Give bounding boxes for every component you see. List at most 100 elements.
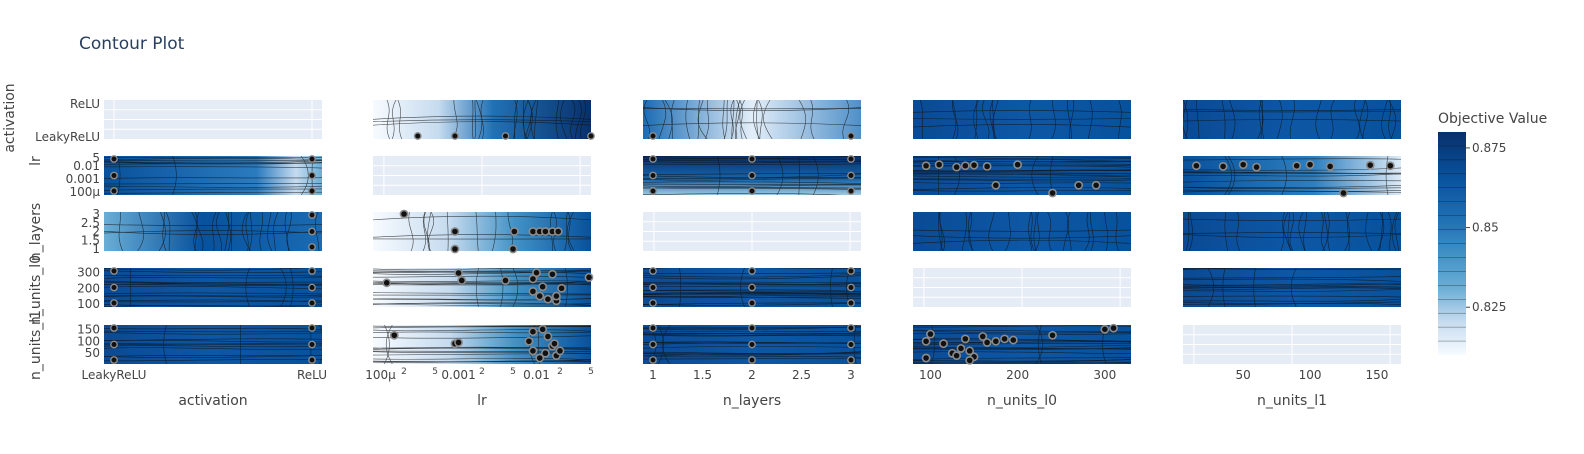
- trial-point[interactable]: [649, 155, 657, 163]
- trial-point[interactable]: [532, 268, 541, 278]
- trial-point[interactable]: [457, 276, 467, 285]
- trial-point[interactable]: [748, 171, 756, 180]
- trial-point[interactable]: [584, 272, 594, 282]
- subplot-activation-vs-n_units_l0[interactable]: [913, 100, 1131, 139]
- trial-point[interactable]: [991, 336, 1001, 346]
- trial-point[interactable]: [748, 356, 756, 364]
- trial-point[interactable]: [649, 171, 657, 180]
- trial-point[interactable]: [847, 283, 855, 292]
- trial-point[interactable]: [451, 132, 459, 140]
- trial-point[interactable]: [308, 243, 316, 251]
- trial-point[interactable]: [649, 340, 657, 349]
- trial-point[interactable]: [110, 267, 118, 275]
- trial-point[interactable]: [550, 339, 559, 349]
- trial-point[interactable]: [847, 171, 855, 180]
- trial-point[interactable]: [308, 227, 316, 236]
- trial-point[interactable]: [921, 353, 931, 363]
- trial-point[interactable]: [991, 180, 1001, 190]
- trial-point[interactable]: [1048, 330, 1057, 340]
- trial-point[interactable]: [528, 327, 538, 337]
- subplot-n_units_l1-vs-n_units_l1[interactable]: [1183, 325, 1401, 364]
- trial-point[interactable]: [921, 161, 931, 171]
- trial-point[interactable]: [535, 291, 545, 301]
- trial-point[interactable]: [110, 356, 118, 364]
- trial-point[interactable]: [110, 299, 118, 307]
- trial-point[interactable]: [1292, 161, 1302, 171]
- trial-point[interactable]: [748, 283, 756, 292]
- trial-point[interactable]: [413, 132, 422, 140]
- trial-point[interactable]: [308, 211, 316, 219]
- trial-point[interactable]: [509, 227, 519, 236]
- trial-point[interactable]: [501, 132, 510, 140]
- trial-point[interactable]: [540, 348, 550, 358]
- trial-point[interactable]: [553, 227, 563, 236]
- trial-point[interactable]: [1238, 160, 1248, 170]
- trial-point[interactable]: [847, 299, 855, 307]
- trial-point[interactable]: [982, 161, 992, 171]
- trial-point[interactable]: [748, 324, 756, 332]
- trial-point[interactable]: [649, 132, 657, 140]
- trial-point[interactable]: [308, 155, 316, 163]
- trial-point[interactable]: [528, 286, 538, 296]
- trial-point[interactable]: [308, 171, 316, 180]
- subplot-activation-vs-n_units_l1[interactable]: [1183, 100, 1401, 139]
- trial-point[interactable]: [1091, 180, 1101, 190]
- trial-point[interactable]: [1008, 335, 1018, 345]
- subplot-activation-vs-n_layers[interactable]: [643, 100, 861, 139]
- trial-point[interactable]: [308, 340, 316, 349]
- trial-point[interactable]: [847, 356, 855, 364]
- subplot-lr-vs-n_units_l1[interactable]: [1183, 156, 1401, 195]
- trial-point[interactable]: [1305, 160, 1315, 170]
- trial-point[interactable]: [552, 291, 561, 301]
- subplot-n_layers-vs-n_units_l1[interactable]: [1183, 212, 1401, 251]
- trial-point[interactable]: [649, 267, 657, 275]
- trial-point[interactable]: [1385, 161, 1395, 171]
- trial-point[interactable]: [110, 155, 118, 163]
- subplot-n_units_l0-vs-n_units_l0[interactable]: [913, 268, 1131, 307]
- trial-point[interactable]: [1109, 323, 1118, 333]
- trial-point[interactable]: [110, 340, 118, 349]
- trial-point[interactable]: [399, 209, 409, 219]
- trial-point[interactable]: [555, 346, 565, 356]
- trial-point[interactable]: [454, 268, 463, 278]
- trial-point[interactable]: [110, 324, 118, 332]
- trial-point[interactable]: [1100, 324, 1110, 334]
- trial-point[interactable]: [649, 299, 657, 307]
- trial-point[interactable]: [982, 338, 992, 347]
- trial-point[interactable]: [847, 155, 855, 163]
- trial-point[interactable]: [1252, 162, 1261, 172]
- trial-point[interactable]: [308, 356, 316, 364]
- trial-point[interactable]: [538, 324, 548, 334]
- trial-point[interactable]: [1000, 334, 1009, 344]
- trial-point[interactable]: [528, 274, 538, 284]
- subplot-lr-vs-activation[interactable]: [104, 156, 322, 195]
- trial-point[interactable]: [587, 132, 595, 140]
- trial-point[interactable]: [110, 171, 118, 180]
- trial-point[interactable]: [535, 353, 545, 363]
- trial-point[interactable]: [543, 294, 553, 304]
- subplot-n_units_l1-vs-n_units_l0[interactable]: [913, 324, 1131, 364]
- trial-point[interactable]: [110, 283, 118, 292]
- trial-point[interactable]: [1191, 161, 1201, 171]
- trial-point[interactable]: [1365, 160, 1375, 170]
- subplot-n_units_l0-vs-n_units_l1[interactable]: [1183, 267, 1401, 307]
- trial-point[interactable]: [952, 162, 961, 172]
- trial-point[interactable]: [748, 340, 756, 349]
- trial-point[interactable]: [308, 299, 316, 307]
- trial-point[interactable]: [557, 283, 567, 293]
- trial-point[interactable]: [1013, 160, 1023, 170]
- trial-point[interactable]: [847, 324, 855, 332]
- trial-point[interactable]: [926, 329, 935, 339]
- trial-point[interactable]: [960, 161, 970, 171]
- trial-point[interactable]: [450, 244, 460, 254]
- trial-point[interactable]: [308, 187, 316, 195]
- subplot-n_units_l1-vs-activation[interactable]: [104, 325, 325, 364]
- trial-point[interactable]: [847, 132, 855, 140]
- trial-point[interactable]: [847, 267, 855, 275]
- trial-point[interactable]: [308, 267, 316, 275]
- trial-point[interactable]: [748, 299, 756, 307]
- subplot-activation-vs-activation[interactable]: [104, 100, 322, 139]
- colorbar[interactable]: Objective Value 0.875 0.85 0.825: [1438, 111, 1547, 355]
- trial-point[interactable]: [649, 324, 657, 332]
- trial-point[interactable]: [528, 346, 538, 356]
